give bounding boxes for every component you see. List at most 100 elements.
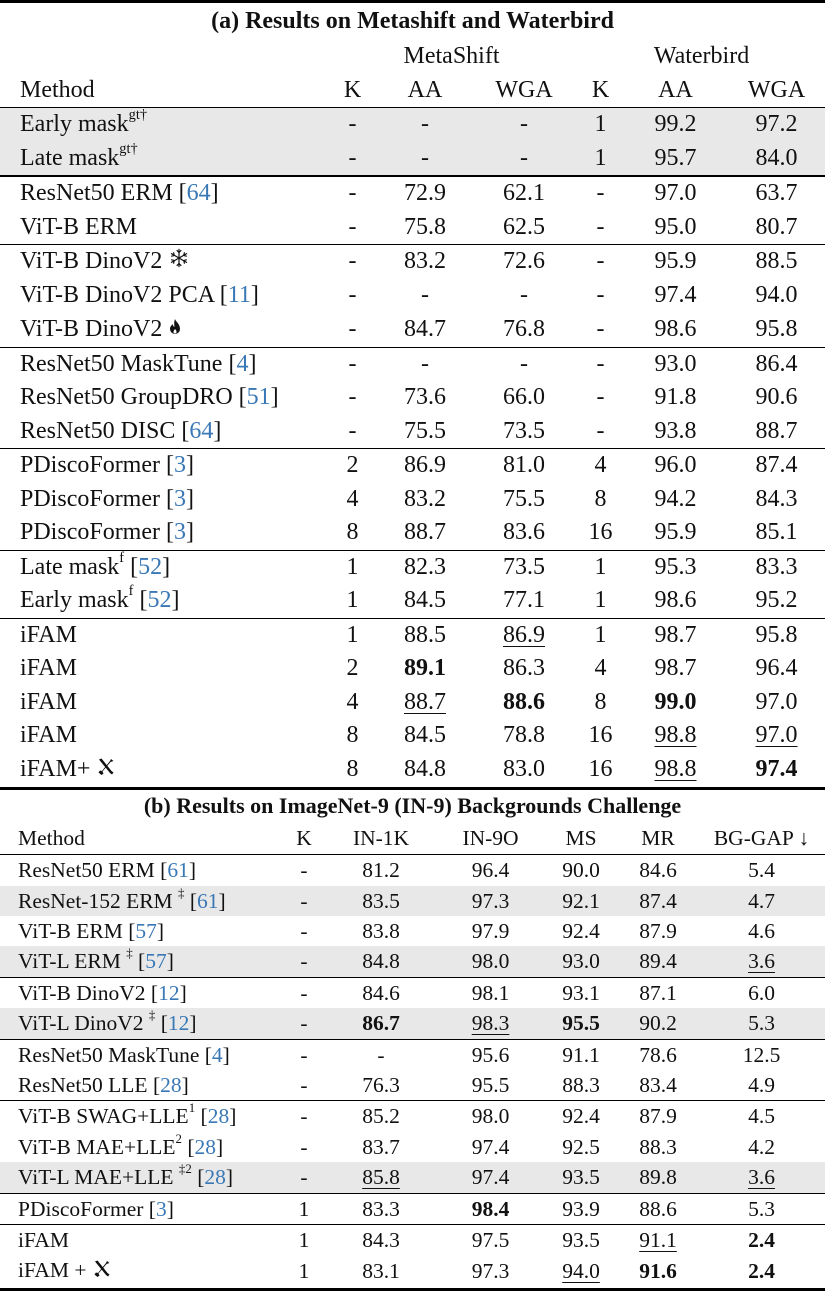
citation-link[interactable]: 11 bbox=[227, 282, 251, 309]
value-cell: 8 bbox=[578, 686, 623, 720]
value: 93.9 bbox=[562, 1196, 600, 1221]
value: 83.7 bbox=[362, 1134, 400, 1159]
citation-link[interactable]: 52 bbox=[147, 587, 172, 614]
table-row: Early maskf [52] 1 84.5 77.1 1 98.6 95.2 bbox=[0, 584, 825, 618]
value-cell: - bbox=[380, 107, 470, 142]
value-cell: - bbox=[325, 107, 380, 142]
citation-link[interactable]: 28 bbox=[207, 1104, 230, 1129]
citation-link[interactable]: 3 bbox=[174, 519, 186, 546]
value: 98.7 bbox=[654, 621, 697, 648]
value: - bbox=[348, 384, 357, 411]
value-cell: 83.8 bbox=[325, 916, 437, 946]
value-cell: - bbox=[578, 415, 623, 449]
method-superscript: ‡ bbox=[178, 885, 185, 900]
value-cell: - bbox=[283, 976, 325, 1009]
value-cell: 62.5 bbox=[470, 211, 578, 245]
value: 95.3 bbox=[654, 553, 697, 580]
citation-link[interactable]: 52 bbox=[138, 553, 163, 580]
value: 97.4 bbox=[471, 1165, 510, 1190]
value: 95.2 bbox=[755, 587, 798, 614]
method-name: ResNet50 MaskTune bbox=[20, 350, 223, 377]
value: 84.3 bbox=[362, 1228, 400, 1253]
table-row: iFAM 4 88.7 88.6 8 99.0 97.0 bbox=[0, 686, 825, 720]
value-cell: 1 bbox=[578, 107, 623, 142]
value-cell: 84.5 bbox=[380, 719, 470, 753]
citation-link[interactable]: 3 bbox=[174, 452, 186, 479]
value-cell: 4 bbox=[578, 448, 623, 483]
value: 1 bbox=[346, 587, 359, 614]
method-cell: ResNet50 GroupDRO [51] bbox=[20, 384, 279, 411]
value-cell: 89.1 bbox=[380, 652, 470, 686]
value-cell: 8 bbox=[325, 719, 380, 753]
citation-link[interactable]: 12 bbox=[167, 1011, 190, 1036]
value: 86.3 bbox=[503, 655, 545, 682]
value: 92.4 bbox=[562, 919, 600, 944]
value: 1 bbox=[594, 111, 607, 137]
value: 87.4 bbox=[755, 452, 798, 479]
value: 99.2 bbox=[654, 111, 697, 137]
method-cell: ViT-B SWAG+LLE1 [28] bbox=[0, 1100, 283, 1132]
method-name: ResNet50 LLE bbox=[18, 1073, 148, 1098]
value-cell: - bbox=[470, 107, 578, 142]
value-cell: 92.5 bbox=[544, 1132, 618, 1162]
value: 98.0 bbox=[471, 949, 510, 974]
value: - bbox=[520, 350, 528, 377]
value: 73.5 bbox=[503, 553, 545, 580]
value: 96.4 bbox=[471, 858, 510, 883]
citation-link[interactable]: 64 bbox=[186, 180, 211, 206]
value: 80.7 bbox=[755, 213, 798, 240]
method-cell: ViT-B DinoV2 bbox=[0, 244, 325, 280]
value-cell: - bbox=[283, 1038, 325, 1071]
value-cell: 92.1 bbox=[544, 886, 618, 916]
citation-link[interactable]: 28 bbox=[160, 1073, 182, 1098]
value: - bbox=[421, 350, 429, 377]
method-name: iFAM bbox=[20, 722, 77, 749]
citation-link[interactable]: 61 bbox=[197, 888, 219, 913]
value: 87.1 bbox=[639, 980, 677, 1005]
method-cell: iFAM bbox=[0, 652, 325, 686]
value: 99.0 bbox=[654, 688, 697, 715]
citation-link[interactable]: 4 bbox=[211, 1042, 223, 1067]
table-row: ViT-B MAE+LLE2 [28] - 83.7 97.4 92.5 88.3 4.2 bbox=[0, 1132, 825, 1162]
tools-icon bbox=[92, 1257, 112, 1287]
citation-link[interactable]: 12 bbox=[158, 980, 180, 1005]
method-superscript: 2 bbox=[175, 1131, 182, 1146]
citation-link[interactable]: 3 bbox=[174, 485, 186, 512]
value-cell: 86.4 bbox=[728, 346, 825, 382]
table-row: ResNet50 ERM [64] -72.9 62.1-97.0 63.7 bbox=[0, 175, 825, 211]
method-superscript: 1 bbox=[188, 1101, 196, 1116]
citation-link[interactable]: 57 bbox=[145, 949, 167, 974]
value: - bbox=[596, 248, 605, 275]
method-cell: ResNet-152 ERM ‡ [61] bbox=[18, 885, 226, 913]
value: 4 bbox=[594, 655, 607, 682]
value-cell: 63.7 bbox=[728, 175, 825, 211]
value: 94.0 bbox=[755, 282, 798, 309]
citation-link[interactable]: 51 bbox=[246, 384, 271, 411]
value: 75.5 bbox=[404, 417, 446, 444]
citation-link[interactable]: 64 bbox=[189, 417, 214, 444]
value-cell: 84.8 bbox=[380, 752, 470, 791]
citation-link[interactable]: 61 bbox=[167, 858, 189, 883]
citation-link[interactable]: 4 bbox=[236, 350, 249, 377]
method-name: ViT-B DinoV2 bbox=[18, 980, 146, 1005]
citation-link[interactable]: 28 bbox=[204, 1165, 226, 1190]
citation-link[interactable]: 57 bbox=[135, 919, 157, 944]
value: 98.4 bbox=[471, 1196, 510, 1221]
value: 92.5 bbox=[562, 1134, 600, 1159]
value-cell: 82.3 bbox=[380, 549, 470, 585]
value: 95.6 bbox=[471, 1042, 510, 1067]
value: 90.2 bbox=[639, 1011, 677, 1036]
table-row: PDiscoFormer [3] 1 83.3 98.4 93.9 88.6 5.3 bbox=[0, 1192, 825, 1225]
value: 84.0 bbox=[755, 144, 798, 171]
citation-link[interactable]: 3 bbox=[155, 1196, 167, 1221]
value-cell: 97.0 bbox=[728, 686, 825, 720]
method-name: PDiscoFormer bbox=[18, 1196, 144, 1221]
value: 96.4 bbox=[755, 655, 798, 682]
value-cell: 76.3 bbox=[325, 1070, 437, 1101]
value-cell: 78.6 bbox=[618, 1038, 698, 1071]
value-cell: 1 bbox=[325, 584, 380, 618]
citation-link[interactable]: 28 bbox=[194, 1134, 217, 1159]
value-cell: 84.6 bbox=[618, 854, 698, 886]
value-cell: 84.0 bbox=[728, 142, 825, 177]
table-a: (a) Results on Metashift and Waterbird M… bbox=[0, 0, 825, 791]
